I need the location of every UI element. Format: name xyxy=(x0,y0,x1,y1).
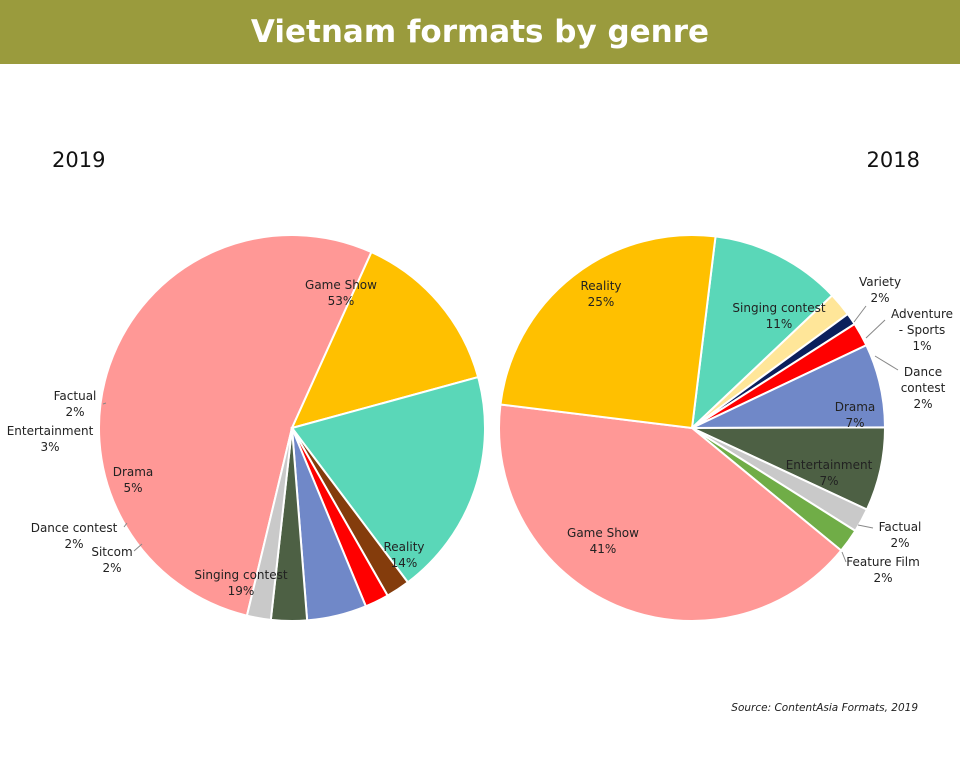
slice-reality xyxy=(499,234,717,430)
data-label-dance-contest: Dance contest 2% xyxy=(31,521,118,551)
leader-line-dance-contest xyxy=(874,355,899,371)
slice-reality xyxy=(290,250,480,430)
data-label-dance-contest: Dance contest 2% xyxy=(901,365,946,411)
data-label-feature-film: Feature Film 2% xyxy=(846,555,920,585)
leader-line-factual xyxy=(102,402,107,405)
data-label-singing-contest: Singing contest 19% xyxy=(194,568,287,598)
title-bar: Vietnam formats by genre xyxy=(0,0,960,64)
data-label-variety: Variety 2% xyxy=(859,275,901,305)
data-label-singing-contest: Singing contest 11% xyxy=(732,301,825,331)
slice-game-show xyxy=(98,234,373,617)
data-label-reality: Reality 25% xyxy=(580,279,621,309)
data-label-entertainment: Entertainment 3% xyxy=(7,424,94,454)
pie-chart-2019: Game Show 53% Reality 14% Singing contest 19%… xyxy=(7,234,486,622)
source-note: Source: ContentAsia Formats, 2019 xyxy=(731,702,918,714)
leader-line-dance-contest xyxy=(123,522,128,528)
data-label-game-show: Game Show 53% xyxy=(305,278,377,308)
leader-line-variety xyxy=(853,305,867,323)
data-label-factual: Factual 2% xyxy=(54,389,97,419)
chart-2018-title: 2018 xyxy=(866,148,920,172)
data-label-reality: Reality 14% xyxy=(383,540,424,570)
data-label-entertainment: Entertainment 7% xyxy=(786,458,873,488)
data-label-drama: Drama 7% xyxy=(835,400,876,430)
slice-game-show xyxy=(498,403,843,622)
page-title: Vietnam formats by genre xyxy=(250,14,710,50)
chart-2019-title: 2019 xyxy=(52,148,106,172)
slice-singing-contest xyxy=(690,235,834,431)
leader-line-factual xyxy=(857,524,874,529)
data-label-drama: Drama 5% xyxy=(113,465,154,495)
data-label-adventure-sports: Adventure - Sports 1% xyxy=(891,307,953,353)
leader-line-sitcom xyxy=(133,543,143,552)
pie-chart-2018: Singing contest 11% Variety 2%Adventure - Sp… xyxy=(498,234,953,622)
leader-line-feature-film xyxy=(841,551,847,563)
leader-line-adventure-sports xyxy=(865,319,886,339)
data-label-sitcom: Sitcom 2% xyxy=(91,545,132,575)
slice-singing-contest xyxy=(290,375,486,584)
slice-factual xyxy=(245,427,293,621)
data-label-factual: Factual 2% xyxy=(879,520,922,550)
data-label-game-show: Game Show 41% xyxy=(567,526,639,556)
